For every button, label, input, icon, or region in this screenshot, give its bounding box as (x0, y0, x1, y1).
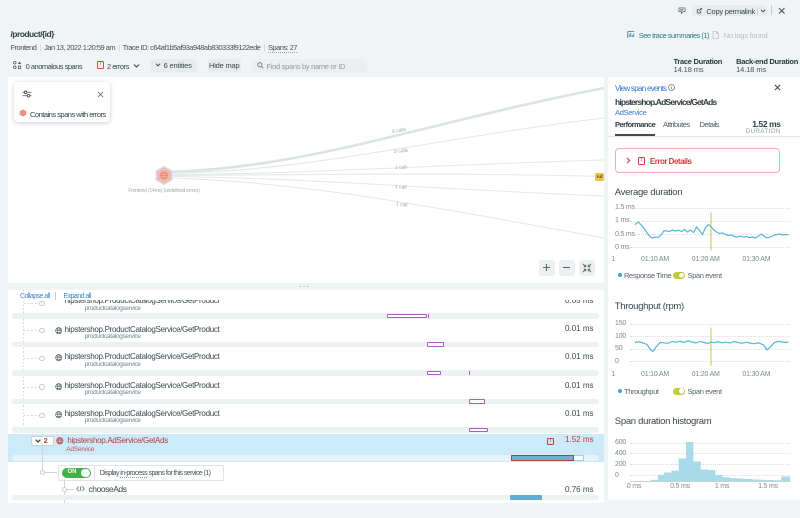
svg-text:1 call: 1 call (395, 201, 407, 209)
svg-text:1 call: 1 call (395, 165, 407, 171)
svg-text:6 calls: 6 calls (392, 127, 407, 135)
svg-text:Frontend (14ms) (undefined err: Frontend (14ms) (undefined errors) (128, 188, 200, 194)
svg-text:1 call: 1 call (395, 184, 407, 191)
svg-text:3 calls: 3 calls (394, 148, 409, 155)
